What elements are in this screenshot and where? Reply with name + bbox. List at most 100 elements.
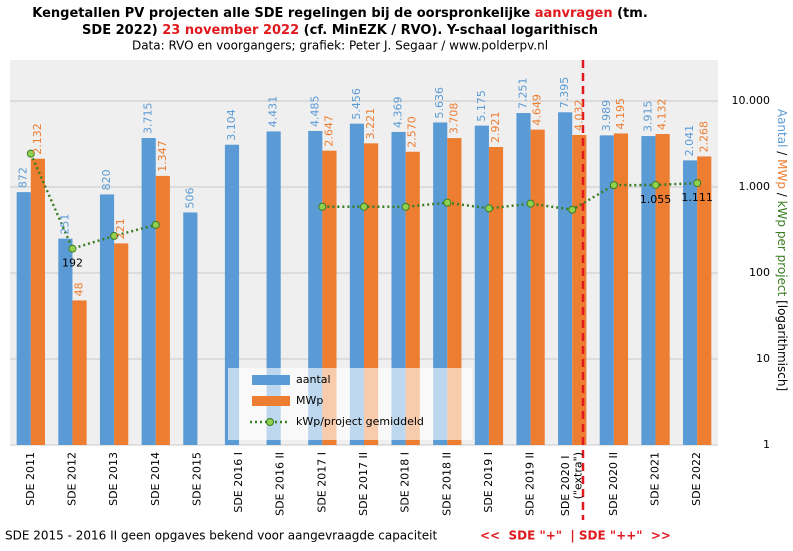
bar — [183, 212, 198, 445]
bar — [558, 112, 573, 445]
bar — [641, 136, 656, 445]
annotation: << SDE "+" | SDE "++" >> — [480, 529, 671, 543]
value-label: 4.195 — [614, 98, 627, 130]
footnote: SDE 2015 - 2016 II geen opgaves bekend v… — [5, 529, 438, 543]
line-marker — [360, 202, 368, 211]
bar — [572, 134, 587, 445]
bar — [613, 133, 629, 445]
value-label: 251 — [58, 214, 71, 235]
value-label: 3.221 — [364, 108, 377, 140]
line-marker — [484, 204, 493, 213]
legend: aantal MWp kWp/project gemiddeld — [228, 368, 472, 440]
line-marker — [318, 202, 327, 211]
line-marker — [26, 149, 35, 158]
chart-title: SDE 2022) 23 november 2022 (cf. MinEZK /… — [82, 23, 598, 38]
bar — [308, 130, 323, 445]
bar — [99, 194, 115, 445]
x-tick-label: SDE 2018 II — [440, 452, 453, 516]
value-label: 221 — [114, 218, 127, 239]
x-tick-label-part: ("extra") — [571, 452, 584, 499]
line — [29, 153, 698, 251]
chart-title: Kengetallen PV projecten alle SDE regeli… — [32, 6, 648, 21]
line-marker — [526, 199, 535, 208]
value-label: 4.485 — [308, 95, 321, 127]
line-marker — [110, 231, 119, 240]
legend-symbol — [266, 418, 274, 426]
value-label: 872 — [17, 167, 30, 188]
value-label: 5.175 — [475, 90, 488, 122]
bar — [30, 158, 45, 445]
x-tick-label: SDE 2017 I — [315, 452, 328, 513]
value-label: 3.915 — [641, 101, 654, 133]
value-label: 3.708 — [447, 103, 460, 135]
x-tick-label: SDE 2013 — [107, 452, 120, 506]
x-tick-label: SDE 2014 — [149, 452, 162, 506]
line-marker — [151, 220, 160, 229]
bar — [516, 113, 531, 445]
value-label: 2.132 — [31, 123, 44, 155]
bar — [655, 134, 670, 445]
value-label: 2.268 — [697, 121, 710, 153]
x-tick-label: SDE 2021 — [649, 452, 662, 506]
x-tick-label: SDE 2017 II — [357, 452, 370, 516]
x-tick-label: SDE 2016 II — [274, 452, 287, 516]
value-label: 7.395 — [558, 77, 571, 109]
y-tick-label: 10 — [756, 352, 770, 365]
y-tick-label: 10.000 — [732, 94, 771, 107]
bar — [683, 160, 698, 445]
x-tick-label: SDE 2018 I — [399, 452, 412, 513]
bar — [58, 238, 73, 445]
line-marker — [68, 244, 77, 253]
legend-symbol — [252, 375, 290, 385]
bar — [72, 300, 87, 445]
x-tick-label: SDE 2016 I — [232, 452, 245, 513]
value-label: 1.111 — [681, 191, 713, 204]
value-label: 48 — [73, 282, 86, 296]
y-tick-label: 100 — [749, 266, 770, 279]
bar — [697, 156, 712, 445]
y-tick-label: 1 — [763, 438, 770, 451]
y-tick-label: 1.000 — [739, 180, 771, 193]
line-marker — [443, 198, 452, 207]
y-axis-label: Aantal / MWp / kWp per project [logarith… — [776, 109, 790, 391]
line-marker — [651, 181, 660, 190]
legend-label: kWp/project gemiddeld — [296, 415, 424, 428]
value-label: 4.649 — [531, 94, 544, 126]
bar — [266, 131, 281, 446]
value-label: 5.456 — [350, 88, 363, 120]
value-label: 3.715 — [142, 103, 155, 135]
x-tick-label: SDE 2012 — [65, 452, 78, 506]
x-tick-label: SDE 2011 — [24, 452, 37, 506]
bar — [599, 135, 614, 445]
x-tick-label: SDE 2020 I ("extra") — [559, 452, 584, 516]
value-label: 820 — [100, 169, 113, 190]
value-label: 1.347 — [156, 140, 169, 172]
bar — [349, 123, 364, 445]
value-label: 3.104 — [225, 109, 238, 141]
chart-subtitle: Data: RVO en voorgangers; grafiek: Peter… — [132, 39, 548, 53]
value-label: 4.369 — [392, 96, 405, 128]
value-label: 5.636 — [433, 87, 446, 119]
value-label: 2.041 — [683, 125, 696, 157]
value-label: 192 — [62, 257, 83, 270]
bar — [391, 131, 406, 446]
legend-label: aantal — [296, 373, 331, 386]
line-marker — [401, 202, 410, 211]
bar — [488, 146, 504, 445]
value-label: 2.921 — [489, 111, 502, 143]
x-tick-label: SDE 2022 — [690, 452, 703, 506]
value-label: 4.132 — [656, 99, 669, 131]
bar — [141, 138, 156, 445]
bar — [16, 192, 31, 445]
legend-symbol — [252, 396, 290, 406]
bar — [474, 125, 489, 445]
bar — [155, 175, 170, 446]
x-tick-label: SDE 2020 II — [607, 452, 620, 516]
value-label: 1.055 — [640, 193, 672, 206]
x-tick-label: SDE 2019 I — [482, 452, 495, 513]
value-label: 7.251 — [517, 78, 530, 110]
value-label: 4.431 — [267, 96, 280, 128]
x-tick-label: SDE 2015 — [190, 452, 203, 506]
x-tick-label: SDE 2019 II — [524, 452, 537, 516]
value-label: 3.989 — [600, 100, 613, 132]
